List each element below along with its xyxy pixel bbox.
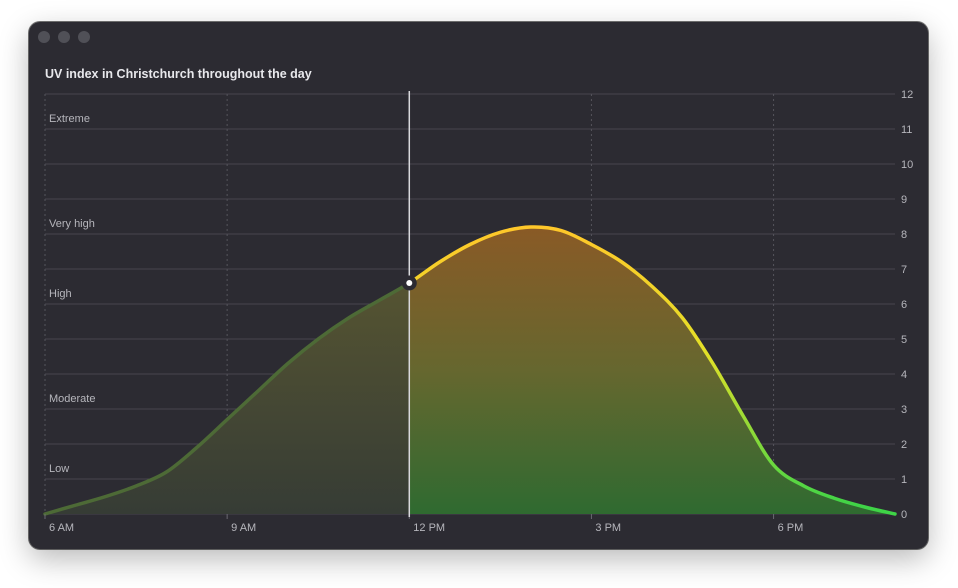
x-tick-label: 6 PM [778, 522, 804, 534]
x-axis: 6 AM 9 AM 12 PM 3 PM 6 PM [44, 514, 804, 534]
y-tick-label: 0 [901, 509, 907, 521]
selection-cursor[interactable] [401, 91, 417, 517]
chart-title: UV index in Christchurch throughout the … [45, 67, 312, 81]
x-tick-label: 9 AM [231, 522, 256, 534]
y-tick-label: 5 [901, 334, 907, 346]
y-tick-label: 7 [901, 264, 907, 276]
level-label: High [49, 288, 72, 300]
y-tick-label: 4 [901, 369, 907, 381]
uv-line-future [409, 225, 897, 516]
zoom-button[interactable] [78, 31, 90, 43]
y-tick-label: 11 [901, 124, 912, 136]
y-tick-label: 3 [901, 404, 907, 416]
x-tick-label: 3 PM [595, 522, 621, 534]
window-controls [38, 31, 90, 43]
y-tick-label: 2 [901, 439, 907, 451]
minimize-button[interactable] [58, 31, 70, 43]
app-window: UV index in Christchurch throughout the … [29, 22, 928, 549]
uv-line [43, 225, 897, 516]
close-button[interactable] [38, 31, 50, 43]
level-labels: Extreme Very high High Moderate Low [49, 113, 95, 475]
y-tick-label: 1 [901, 474, 907, 486]
level-label: Moderate [49, 393, 95, 405]
y-tick-label: 9 [901, 194, 907, 206]
level-label: Low [49, 463, 69, 475]
x-tick-label: 12 PM [413, 522, 445, 534]
y-tick-label: 6 [901, 299, 907, 311]
area-fill-future [409, 226, 895, 514]
uv-line-past [43, 280, 410, 516]
cursor-point[interactable] [406, 280, 413, 286]
x-tick-label: 6 AM [49, 522, 74, 534]
area-fill [45, 226, 895, 514]
level-label: Very high [49, 218, 95, 230]
y-tick-label: 10 [901, 159, 913, 171]
y-tick-label: 8 [901, 229, 907, 241]
level-label: Extreme [49, 113, 90, 125]
y-tick-label: 12 [901, 89, 913, 101]
